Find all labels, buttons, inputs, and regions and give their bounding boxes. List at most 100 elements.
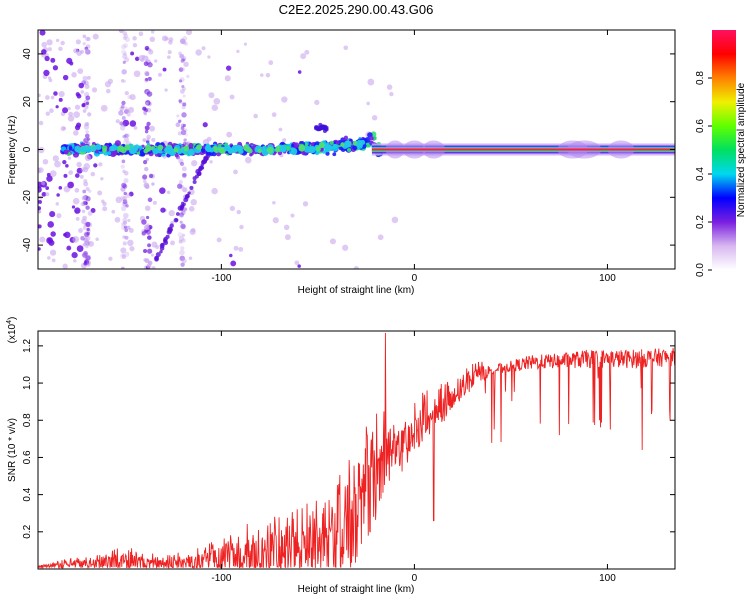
spectrogram-cell (128, 227, 134, 233)
spectrogram-cell (278, 127, 283, 132)
spectrogram-cell (41, 191, 47, 197)
spectrogram-cell (109, 145, 115, 152)
spectrogram-cell (179, 161, 185, 167)
spectrogram-cell (126, 133, 130, 138)
spectrogram-cell (150, 30, 155, 34)
spectrogram-cell (134, 56, 140, 62)
spectrogram-cell (329, 238, 336, 245)
spectrogram-cell (308, 147, 314, 153)
spectrogram-x-tick-label: 100 (599, 273, 616, 284)
spectrogram-cell (178, 51, 182, 56)
spectrogram-x-tick-label: -100 (211, 273, 231, 284)
spectrogram-cell (184, 142, 189, 146)
spectrogram-cell (56, 193, 60, 197)
spectrogram-cell (92, 33, 99, 40)
spectrogram-cell (141, 219, 147, 225)
spectrogram-cell (38, 93, 41, 98)
spectrogram-cell (84, 48, 89, 53)
spectrogram-cell (233, 169, 238, 175)
spectrogram-cell (315, 146, 321, 152)
spectrogram-cell (60, 40, 65, 46)
spectrogram-cell (46, 175, 53, 182)
spectrogram-cell (121, 225, 126, 231)
spectrogram-cell (291, 143, 295, 148)
spectrogram-cell (121, 254, 127, 260)
spectrogram-cell (182, 58, 186, 62)
snr-y-label: SNR (10 * v/v) (7, 418, 18, 482)
spectrogram-cell (304, 49, 310, 55)
spectrogram-panel: -100 0 100 -40 -20 0 20 40 Height of straight … (7, 29, 676, 296)
spectrogram-cell (179, 88, 185, 94)
spectrogram-cell (120, 247, 127, 254)
spectrogram-cell (149, 125, 156, 132)
spectrogram-cell (147, 62, 153, 68)
spectrogram-cell (62, 74, 69, 81)
spectrogram-cell (180, 89, 185, 95)
spectrogram-cell (80, 167, 86, 172)
spectrogram-cell (145, 101, 149, 105)
spectrogram-cell (191, 160, 198, 167)
spectrogram-cell (124, 90, 129, 96)
spectrogram-cell (190, 198, 197, 206)
svg-text:(x104): (x104) (6, 317, 18, 344)
spectrogram-cell (227, 147, 234, 154)
spectrogram-cell (179, 53, 185, 59)
spectrogram-cell (145, 77, 149, 82)
spectrogram-cell (86, 75, 91, 80)
spectrogram-cell (124, 137, 129, 143)
spectrogram-cell (119, 125, 126, 131)
spectrogram-cell (178, 179, 183, 184)
spectrogram-cell (150, 253, 154, 257)
spectrogram-cell (178, 235, 185, 242)
spectrogram-cell (84, 259, 90, 266)
spectrogram-cell (226, 131, 233, 138)
snr-y-ticks: 0.2 0.4 0.6 0.8 1.0 1.2 (22, 338, 675, 539)
spectrogram-cell (186, 74, 190, 79)
spectrogram-cell (38, 146, 45, 154)
spectrogram-cell (229, 253, 233, 258)
spectrogram-cell (314, 99, 320, 106)
spectrogram-cell (124, 108, 130, 114)
spectrogram-cell (114, 140, 122, 147)
spectrogram-cell (146, 91, 153, 97)
spectrogram-cell (52, 155, 59, 162)
spectrogram-cell (143, 160, 148, 165)
spectrogram-cell (181, 258, 187, 264)
spectrogram-cell (177, 131, 182, 136)
spectrogram-cell (360, 139, 366, 145)
spectrogram-cell (102, 206, 108, 212)
spectrogram-cell (50, 57, 56, 63)
spectrogram-cell (47, 47, 52, 52)
spectrogram-cell (46, 172, 51, 177)
spectrogram-cell (125, 204, 129, 208)
spectrogram-cell (142, 174, 148, 180)
spectrogram-cell (143, 148, 149, 154)
snr-multiplier-prefix: (x10 (7, 323, 18, 343)
spectrogram-cell (152, 200, 157, 205)
spectrogram-cell (73, 259, 77, 263)
spectrogram-cell (68, 170, 73, 175)
spectrogram-cell (81, 209, 86, 214)
spectrogram-cell (245, 156, 252, 164)
spectrogram-cell (62, 159, 67, 165)
snr-x-ticks: -100 0 100 (211, 331, 616, 584)
spectrogram-cell (209, 160, 213, 164)
spectrogram-cell (129, 246, 135, 252)
spectrogram-cell (180, 204, 185, 209)
spectrogram-cell (85, 196, 91, 202)
spectrogram-cell (120, 186, 126, 192)
spectrogram-cell (47, 221, 54, 228)
spectrogram-cell (177, 183, 183, 189)
spectrogram-cell (167, 50, 172, 55)
spectrogram-cell (85, 187, 90, 192)
spectrogram-cell (123, 225, 128, 229)
spectrogram-cell (319, 124, 324, 129)
spectrogram-cell (213, 97, 221, 105)
spectrogram-cell (120, 104, 125, 109)
spectrogram-cell (82, 34, 87, 39)
spectrogram-cell (52, 65, 59, 71)
spectrogram-cell (164, 88, 168, 92)
spectrogram-cell (166, 190, 171, 195)
spectrogram-cell (352, 144, 358, 151)
